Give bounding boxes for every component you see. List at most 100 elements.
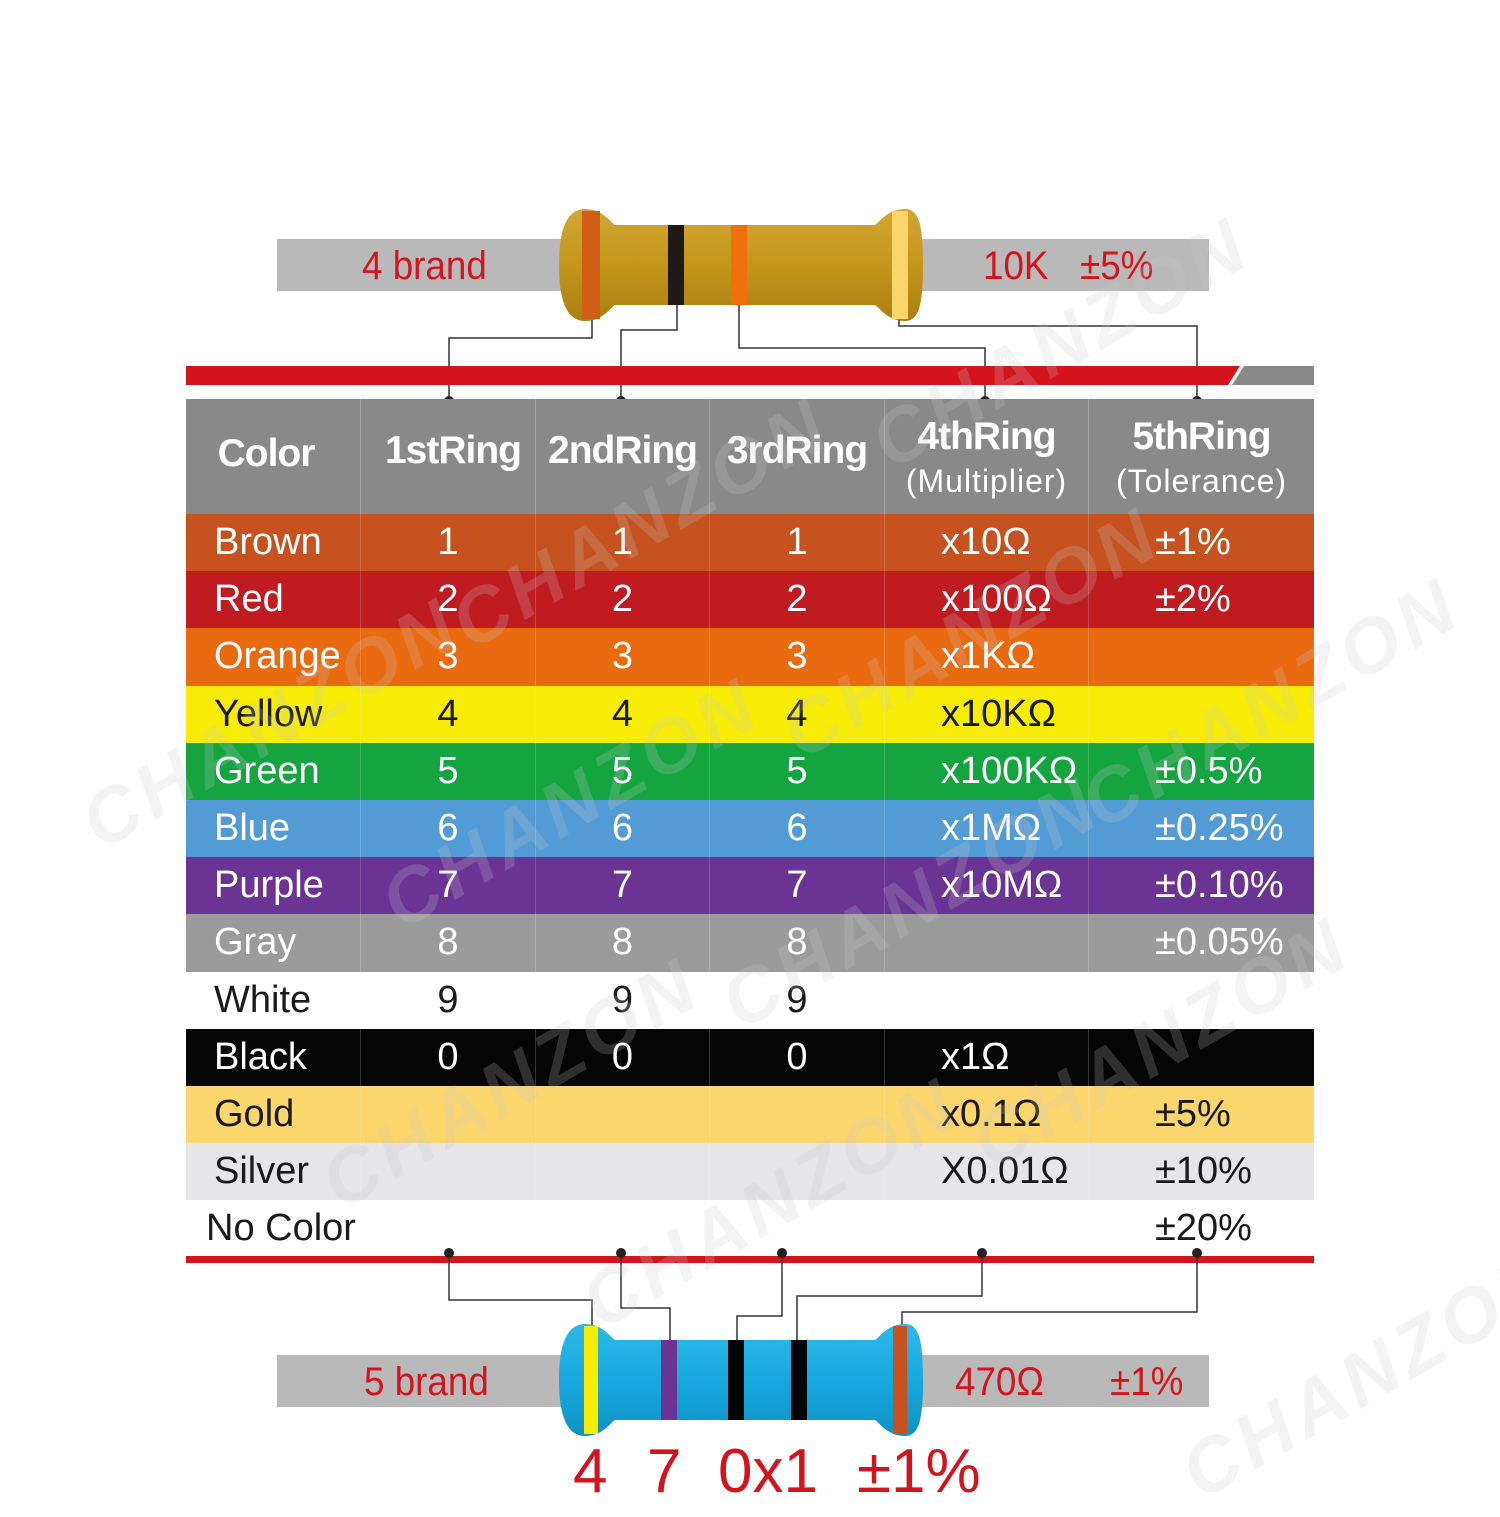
- ring3-value: 6: [710, 799, 885, 858]
- header-1st-ring: 1stRing: [361, 399, 536, 514]
- bottom-resistor: [559, 1324, 923, 1436]
- ring1-value: 1: [361, 514, 536, 572]
- ring1-value: 7: [361, 857, 536, 915]
- table-row: Gray 8 8 8 ±0.05%: [186, 914, 1314, 972]
- color-name: Gray: [186, 914, 361, 972]
- ring1-value: 2: [361, 571, 536, 629]
- color-name: Red: [186, 571, 361, 629]
- table-row: Orange 3 3 3 x1KΩ: [186, 628, 1314, 686]
- color-name: White: [186, 971, 361, 1029]
- ring3-value: 3: [710, 628, 885, 686]
- top-resistor: [559, 209, 923, 321]
- bottom-left-label: 5 brand: [364, 1360, 489, 1404]
- ring1-value: 9: [361, 971, 536, 1029]
- ring2-value: 3: [536, 628, 710, 686]
- ring2-value: 2: [536, 571, 710, 629]
- ring3-value: [710, 1200, 885, 1258]
- header-3rd-ring: 3rdRing: [710, 399, 885, 514]
- multiplier-value: x100KΩ: [885, 742, 1089, 800]
- header-label: 2ndRing: [548, 429, 698, 472]
- header-label: 1stRing: [384, 429, 522, 472]
- table-row: Blue 6 6 6 x1MΩ ±0.25%: [186, 799, 1314, 858]
- ring2-value: [536, 1200, 710, 1258]
- header-4th-ring: 4thRing (Multiplier): [885, 399, 1089, 514]
- table-row: Purple 7 7 7 x10MΩ ±0.10%: [186, 857, 1314, 915]
- bottom-band-5: [893, 1326, 907, 1434]
- table-row: No Color ±20%: [186, 1200, 1314, 1258]
- ring2-value: 4: [536, 685, 710, 743]
- tolerance-value: ±0.5%: [1155, 749, 1263, 792]
- code-digit-1: 4: [573, 1437, 608, 1506]
- ring3-value: 0: [710, 1028, 885, 1086]
- code-tolerance: ±1%: [857, 1437, 981, 1506]
- header-sublabel: (Multiplier): [905, 463, 1068, 499]
- ring2-value: 0: [536, 1028, 710, 1086]
- multiplier-value: X0.01Ω: [885, 1143, 1089, 1201]
- header-2nd-ring: 2ndRing: [536, 399, 710, 514]
- top-lead-left: [277, 239, 567, 291]
- tolerance-value: [1089, 972, 1314, 1029]
- table-row: Silver X0.01Ω ±10%: [186, 1143, 1314, 1201]
- color-name: Purple: [186, 857, 361, 915]
- bottom-red-stripe: [186, 1256, 1314, 1263]
- color-name: Blue: [186, 799, 361, 858]
- bottom-right-tolerance: ±1%: [1110, 1360, 1184, 1404]
- multiplier-value: [885, 1200, 1089, 1258]
- ring2-value: 8: [536, 914, 710, 972]
- color-name: Green: [186, 742, 361, 800]
- ring1-value: [361, 1143, 536, 1201]
- table-body: Brown 1 1 1 x10Ω ±1% Red 2 2 2 x100Ω ±2% Orange 3 3 3 x1…: [186, 514, 1314, 1258]
- ring3-value: 4: [710, 685, 885, 743]
- tolerance-value: [1089, 628, 1314, 685]
- ring1-value: 5: [361, 742, 536, 800]
- color-name: Brown: [186, 514, 361, 572]
- multiplier-value: x10MΩ: [885, 857, 1089, 915]
- tolerance-value: ±1%: [1155, 521, 1231, 563]
- top-band-3: [731, 225, 747, 305]
- tolerance-value: ±10%: [1155, 1150, 1252, 1193]
- top-lead-right: [914, 239, 1209, 291]
- top-right-value: 10K: [983, 244, 1049, 288]
- tolerance-value: ±0.25%: [1155, 806, 1284, 849]
- table-row: Yellow 4 4 4 x10KΩ: [186, 685, 1314, 743]
- color-name: Orange: [186, 628, 361, 686]
- header-sublabel: (Tolerance): [1115, 463, 1288, 499]
- bottom-band-1: [584, 1326, 598, 1434]
- multiplier-value: x1MΩ: [885, 799, 1089, 858]
- bottom-connectors: [186, 1248, 1314, 1340]
- bottom-band-4: [791, 1340, 807, 1420]
- bottom-right-value: 470Ω: [955, 1360, 1044, 1404]
- color-name: Gold: [186, 1085, 361, 1144]
- header-label: 3rdRing: [726, 429, 868, 472]
- tolerance-value: [1089, 1029, 1314, 1086]
- ring1-value: 6: [361, 799, 536, 858]
- ring1-value: [361, 1085, 536, 1144]
- tolerance-value: ±0.10%: [1155, 864, 1284, 907]
- table-row: Green 5 5 5 x100KΩ ±0.5%: [186, 742, 1314, 800]
- bottom-lead-left: [277, 1355, 567, 1407]
- top-band-2: [668, 225, 684, 305]
- multiplier-value: x10KΩ: [885, 685, 1089, 743]
- table-row: White 9 9 9: [186, 971, 1314, 1029]
- ring3-value: [710, 1143, 885, 1201]
- ring1-value: 8: [361, 914, 536, 972]
- tolerance-value: ±2%: [1155, 578, 1231, 621]
- top-right-tolerance: ±5%: [1080, 244, 1154, 288]
- ring3-value: 1: [710, 514, 885, 572]
- multiplier-value: x100Ω: [885, 571, 1089, 629]
- ring2-value: [536, 1085, 710, 1144]
- table-header: Color 1stRing 2ndRing 3rdRing 4thRing (M…: [186, 399, 1314, 514]
- multiplier-value: x0.1Ω: [885, 1085, 1089, 1144]
- top-band-1: [582, 211, 600, 319]
- ring1-value: 3: [361, 628, 536, 686]
- table-row: Brown 1 1 1 x10Ω ±1%: [186, 514, 1314, 572]
- color-code-table: Color 1stRing 2ndRing 3rdRing 4thRing (M…: [186, 399, 1314, 1258]
- header-label: Color: [217, 432, 316, 475]
- ring3-value: 7: [710, 857, 885, 915]
- multiplier-value: [885, 914, 1089, 972]
- header-color: Color: [186, 399, 361, 514]
- tolerance-value: [1089, 686, 1314, 743]
- multiplier-value: x10Ω: [885, 514, 1089, 572]
- multiplier-value: x1KΩ: [885, 628, 1089, 686]
- tolerance-value: ±5%: [1155, 1092, 1231, 1135]
